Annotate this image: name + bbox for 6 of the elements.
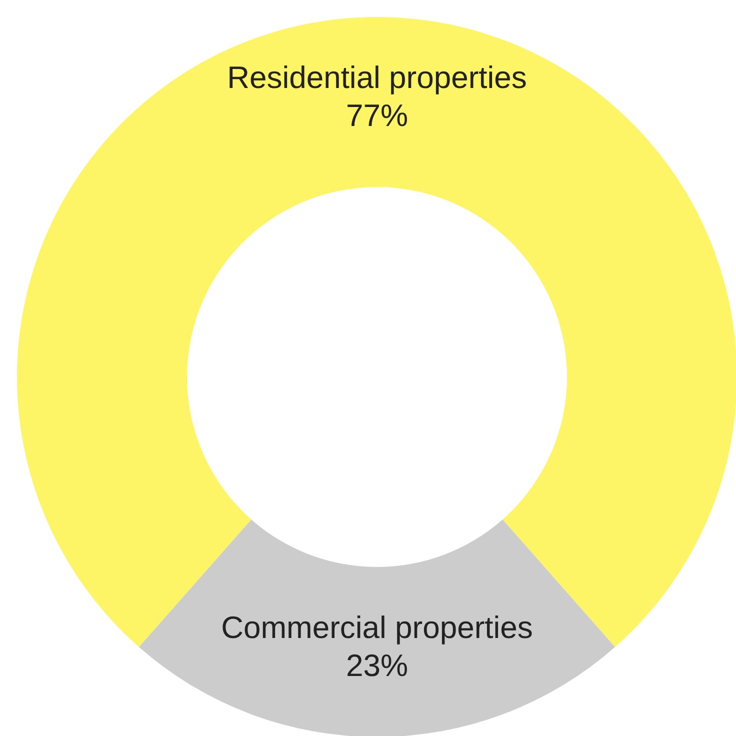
slice-label: Residential properties xyxy=(227,60,527,95)
data-label: 23% xyxy=(346,648,408,683)
donut-slice xyxy=(17,17,736,648)
slice-label: Commercial properties xyxy=(221,610,533,645)
donut-slice xyxy=(138,520,616,736)
data-label: 77% xyxy=(346,98,408,133)
